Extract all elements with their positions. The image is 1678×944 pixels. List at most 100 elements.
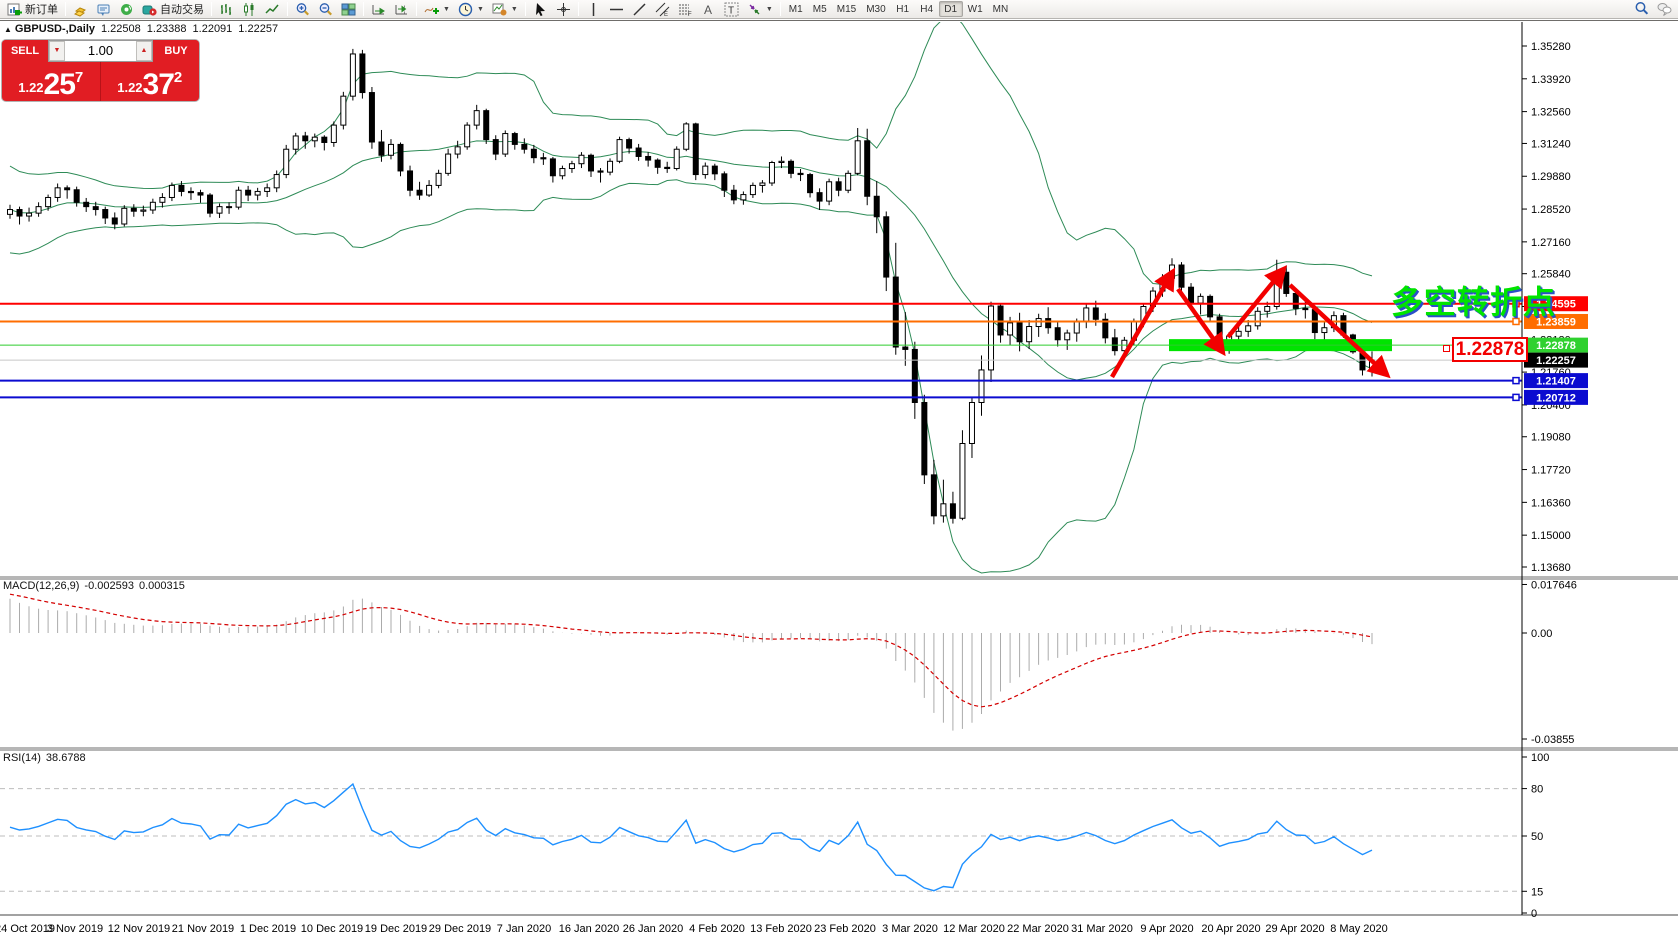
horizontal-line-tool[interactable] [605,1,628,18]
bar-chart-button[interactable] [215,1,238,18]
codebase-button[interactable] [92,1,115,18]
cursor-tool-button[interactable] [529,1,552,18]
timeframe-d1[interactable]: D1 [938,1,963,17]
candle-up [26,212,33,217]
candle-down [721,173,728,191]
timeframe-m1[interactable]: M1 [788,4,803,15]
new-order-button[interactable]: 新订单 [3,1,62,18]
macd-signal-line [9,593,1373,708]
candle-up [283,148,290,176]
date-label: 26 Jan 2020 [623,923,684,935]
toolbar-right-group [1634,1,1672,16]
candle-down [207,194,214,214]
search-icon[interactable] [1634,1,1649,16]
candle-up [235,189,242,208]
candle-down [378,141,385,156]
zoom-in-icon [296,2,309,15]
candle-up [759,182,766,186]
candle-down [873,195,880,218]
vertical-line-tool[interactable] [582,1,605,18]
text-icon: A [704,3,712,17]
candle-down [1092,307,1099,320]
crosshair-tool-button[interactable] [552,1,575,18]
timeframe-h1[interactable]: H1 [896,4,910,15]
support-price-callout[interactable]: 1.22878 [1452,337,1528,362]
zoom-out-button[interactable] [314,1,337,18]
timeframe-mn[interactable]: MN [992,4,1009,15]
candle-up [254,190,261,196]
fibonacci-icon: F [678,4,692,17]
auto-scroll-button[interactable] [367,1,390,18]
toolbar-separator [524,2,526,16]
sell-button[interactable]: SELL [2,40,48,62]
buy-price-button[interactable]: 1.22 37 2 [101,62,200,101]
arrows-tool[interactable]: ▼ [743,1,777,18]
rsi-pane-label: RSI(14) 38.6788 [3,752,91,764]
periods-button[interactable]: ▼ [454,1,488,18]
volume-input[interactable]: 1.00 [87,43,114,58]
one-click-trading-panel: SELL ▼ 1.00 ▲ BUY 1.22 25 7 1.22 37 2 [2,40,199,101]
macd-value: -0.002593 [84,580,134,592]
candle-up [702,165,709,176]
trend-arrows[interactable] [1110,265,1391,379]
candle-up [568,163,575,170]
line-chart-button[interactable] [261,1,284,18]
indicators-button[interactable]: ▼ [420,1,454,18]
trendline-tool[interactable] [628,1,651,18]
autotrading-button[interactable]: 自动交易 [138,1,208,18]
svg-text:1.29880: 1.29880 [1531,171,1571,183]
volume-increase-button[interactable]: ▲ [136,41,152,61]
svg-text:50: 50 [1531,831,1543,843]
sell-price-button[interactable]: 1.22 25 7 [2,62,101,101]
timeframe-h4[interactable]: H4 [920,4,934,15]
sell-price-big: 25 [43,68,76,101]
channel-tool[interactable]: E [651,1,674,18]
candle-down [397,143,404,172]
candle-up [854,140,861,174]
templates-icon [492,3,507,15]
main-pane [7,22,1392,574]
periods-clock-icon [458,2,473,16]
date-label: 23 Feb 2020 [814,923,876,935]
svg-text:1.22878: 1.22878 [1536,340,1576,352]
candle-up [768,161,775,184]
timeframe-w1[interactable]: W1 [967,4,983,15]
timeframe-m5[interactable]: M5 [812,4,827,15]
community-chat-icon[interactable] [1657,1,1672,16]
price-levels [0,302,1522,399]
macd-signal-value: 0.000315 [138,580,185,592]
candle-up [454,146,461,155]
candle-up [559,168,566,177]
svg-text:80: 80 [1531,784,1543,796]
dropdown-caret: ▼ [476,5,484,13]
zoom-in-button[interactable] [291,1,314,18]
templates-button[interactable]: ▼ [488,1,522,18]
candle-down [549,158,556,177]
buy-button[interactable]: BUY [153,40,199,62]
fibonacci-tool[interactable]: F [674,1,697,18]
tile-windows-button[interactable] [337,1,360,18]
volume-decrease-button[interactable]: ▼ [49,41,65,61]
svg-text:1.32560: 1.32560 [1531,107,1571,119]
text-tool[interactable]: A [697,1,720,18]
candle-up [464,124,471,148]
candlestick-button[interactable] [238,1,261,18]
candle-up [1035,318,1042,328]
candle-up [778,160,785,163]
svg-text:T: T [728,5,734,16]
timeframe-m30[interactable]: M30 [866,4,886,15]
chart-top-border [0,20,1678,21]
chart-shift-button[interactable] [390,1,413,18]
candle-up [1007,322,1014,336]
chart-frame [0,22,1678,916]
signals-button[interactable] [115,1,138,18]
label-tool[interactable]: T [720,1,743,18]
candle-up [988,305,995,371]
candle-up [35,206,42,214]
candle-down [73,189,80,203]
timeframe-m15[interactable]: M15 [836,4,857,15]
market-button[interactable] [69,1,92,18]
candle-up [826,181,833,202]
turning-point-annotation[interactable]: 多空转折点 [1391,284,1557,320]
